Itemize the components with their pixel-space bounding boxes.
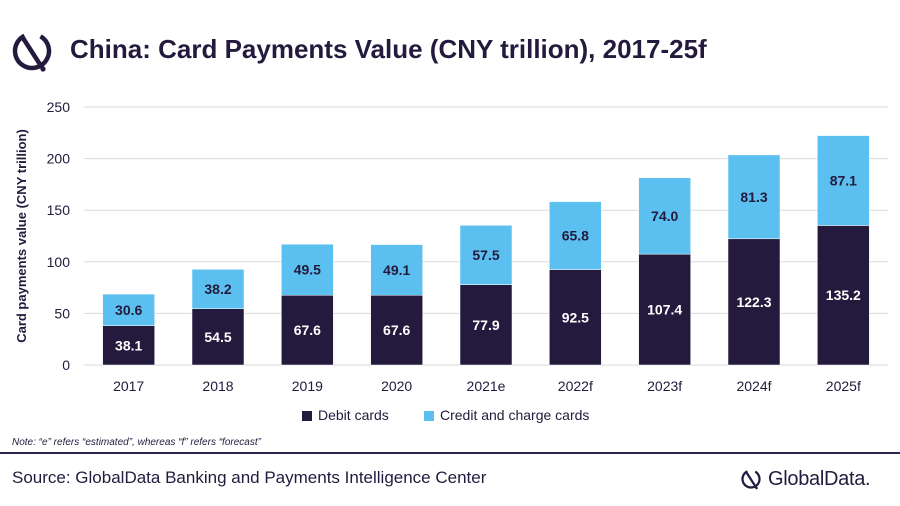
bar-debit <box>459 284 513 366</box>
bar-credit <box>549 201 602 270</box>
bar-credit <box>191 269 245 310</box>
stacked-bar-chart: 0 50 100 150 200 250 Card payments value (CNY … <box>14 99 888 423</box>
page-title: China: Card Payments Value (CNY trillion… <box>70 34 707 64</box>
bar-credit <box>638 177 691 255</box>
y-tick-label: 0 <box>62 357 70 373</box>
bar-credit <box>817 135 870 226</box>
legend-swatch <box>424 411 434 421</box>
bar-credit <box>102 293 155 326</box>
legend-label: Debit cards <box>318 407 389 423</box>
data-label: 135.2 <box>826 287 861 303</box>
x-tick-label: 2018 <box>202 378 233 394</box>
data-label: 38.2 <box>204 281 231 297</box>
bar-credit <box>281 243 334 296</box>
data-label: 74.0 <box>651 208 678 224</box>
footnote: Note: “e” refers “estimated”, whereas “f… <box>12 437 261 448</box>
data-label: 65.8 <box>562 228 589 244</box>
data-label: 122.3 <box>736 294 771 310</box>
legend-label: Credit and charge cards <box>440 407 589 423</box>
globaldata-brand-icon <box>741 469 761 490</box>
x-tick-label: 2024f <box>736 378 771 394</box>
x-tick-label: 2019 <box>292 378 323 394</box>
brand-logo: GlobalData. <box>740 464 871 494</box>
bar-debit <box>191 308 245 366</box>
y-tick-label: 50 <box>54 305 70 321</box>
data-label: 54.5 <box>204 329 231 345</box>
x-tick-label: 2023f <box>647 378 682 394</box>
data-label: 49.1 <box>383 262 410 278</box>
source-text: Source: GlobalData Banking and Payments … <box>12 468 487 487</box>
y-axis-label: Card payments value (CNY trillion) <box>14 129 29 343</box>
data-label: 107.4 <box>647 302 682 318</box>
bar-debit <box>817 225 870 366</box>
data-label: 49.5 <box>294 262 321 278</box>
bar-credit <box>727 154 781 240</box>
bar-credit <box>370 244 423 296</box>
data-label: 67.6 <box>383 322 410 338</box>
y-tick-label: 100 <box>47 254 71 270</box>
y-tick-label: 200 <box>47 151 71 167</box>
legend-swatch <box>302 411 312 421</box>
x-tick-label: 2021e <box>467 378 506 394</box>
header: China: Card Payments Value (CNY trillion… <box>0 0 900 90</box>
y-tick-label: 150 <box>47 202 71 218</box>
bar-debit <box>370 294 423 366</box>
data-label: 67.6 <box>294 322 321 338</box>
bar-debit <box>549 269 602 366</box>
bar-debit <box>727 238 781 366</box>
globaldata-logo-icon <box>12 31 52 72</box>
brand-text: GlobalData. <box>768 467 871 490</box>
x-tick-label: 2020 <box>381 378 412 394</box>
bar-debit <box>281 294 334 366</box>
data-label: 87.1 <box>830 173 857 189</box>
data-label: 81.3 <box>740 189 767 205</box>
data-label: 57.5 <box>472 247 499 263</box>
data-label: 92.5 <box>562 309 589 325</box>
data-label: 77.9 <box>472 317 499 333</box>
bar-credit <box>459 225 513 285</box>
y-tick-label: 250 <box>47 99 71 115</box>
x-tick-label: 2017 <box>113 378 144 394</box>
x-tick-label: 2022f <box>558 378 593 394</box>
data-label: 38.1 <box>115 337 142 353</box>
data-label: 30.6 <box>115 302 142 318</box>
x-tick-label: 2025f <box>826 378 861 394</box>
bar-debit <box>638 253 691 366</box>
chart-area: 0 50 100 150 200 250 Card payments value (CNY … <box>0 90 900 440</box>
footer-divider <box>0 452 900 454</box>
